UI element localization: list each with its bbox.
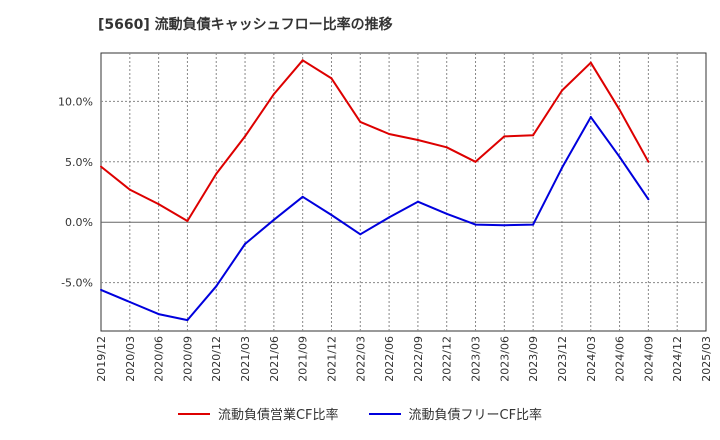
series-line-1 (100, 116, 650, 322)
series-1-point (503, 224, 506, 227)
x-tick-label: 2020/12 (210, 336, 223, 382)
series-0-point (618, 108, 621, 111)
series-1-point (560, 166, 563, 169)
series-1-point (157, 313, 160, 316)
series-1-point (272, 218, 275, 221)
x-tick-label: 2020/06 (153, 336, 166, 382)
x-tick-label: 2019/12 (95, 336, 108, 382)
series-0-point (560, 89, 563, 92)
series-1-point (359, 233, 362, 236)
series-0-point (157, 203, 160, 206)
series-0-point (215, 172, 218, 175)
series-1-point (532, 223, 535, 226)
x-tick-label: 2022/03 (354, 336, 367, 382)
series-0-point (647, 160, 650, 163)
legend: 流動負債営業CF比率 流動負債フリーCF比率 (0, 404, 720, 423)
series-0-point (445, 146, 448, 149)
legend-swatch-operating-cf (177, 412, 210, 415)
series-line-0 (100, 59, 650, 222)
series-0-point (272, 93, 275, 96)
series-1-point (388, 216, 391, 219)
legend-label-free-cf: 流動負債フリーCF比率 (408, 408, 543, 423)
chart-title: [5660] 流動負債キャッシュフロー比率の推移 (98, 17, 393, 33)
series-0-point (301, 59, 304, 62)
series-0-point (359, 120, 362, 123)
series-1-point (330, 213, 333, 216)
series-1-point (647, 198, 650, 201)
series-1-point (416, 200, 419, 203)
y-tick-label: 10.0% (58, 95, 93, 108)
x-tick-label: 2023/03 (470, 336, 483, 382)
series-0-point (503, 135, 506, 138)
series-0-point (128, 188, 131, 191)
series-0-point (186, 220, 189, 223)
x-tick-label: 2021/03 (239, 336, 252, 382)
x-tick-label: 2023/12 (556, 336, 569, 382)
x-tick-label: 2021/09 (297, 336, 310, 382)
x-tick-label: 2020/03 (124, 336, 137, 382)
series-0-point (416, 139, 419, 142)
series-0-point (474, 160, 477, 163)
x-tick-label: 2022/06 (383, 336, 396, 382)
x-tick-label: 2024/12 (671, 336, 684, 382)
plot-frame (100, 52, 707, 332)
series-1-point (186, 319, 189, 322)
x-tick-label: 2024/06 (614, 336, 627, 382)
y-tick-label: 0.0% (65, 216, 93, 229)
series-0-point (388, 132, 391, 135)
series-1-point (445, 212, 448, 215)
x-tick-label: 2023/06 (498, 336, 511, 382)
series-1-point (100, 288, 102, 291)
x-tick-label: 2023/09 (527, 336, 540, 382)
legend-label-operating-cf: 流動負債営業CF比率 (217, 408, 339, 423)
series-1-point (244, 242, 247, 245)
series-0-point (330, 77, 333, 80)
x-tick-label: 2022/09 (412, 336, 425, 382)
x-tick-label: 2021/06 (268, 336, 281, 382)
series-1-point (128, 300, 131, 303)
y-tick-label: 5.0% (65, 156, 93, 169)
y-tick-label: -5.0% (61, 277, 93, 290)
legend-swatch-free-cf (368, 412, 401, 415)
series-0-point (100, 165, 102, 168)
x-tick-label: 2024/03 (585, 336, 598, 382)
series-0-point (532, 134, 535, 137)
series-1-point (618, 155, 621, 158)
series-0-point (589, 61, 592, 64)
series-1-point (589, 116, 592, 119)
legend-item-operating-cf: 流動負債営業CF比率 (177, 404, 339, 423)
series-0-point (244, 135, 247, 138)
series-1-point (301, 195, 304, 198)
x-tick-label: 2022/12 (441, 336, 454, 382)
series-1-point (215, 285, 218, 288)
series-1-point (474, 223, 477, 226)
x-tick-label: 2021/12 (325, 336, 338, 382)
x-tick-label: 2025/03 (700, 336, 713, 382)
x-tick-label: 2024/09 (642, 336, 655, 382)
legend-item-free-cf: 流動負債フリーCF比率 (368, 404, 543, 423)
x-tick-label: 2020/09 (181, 336, 194, 382)
